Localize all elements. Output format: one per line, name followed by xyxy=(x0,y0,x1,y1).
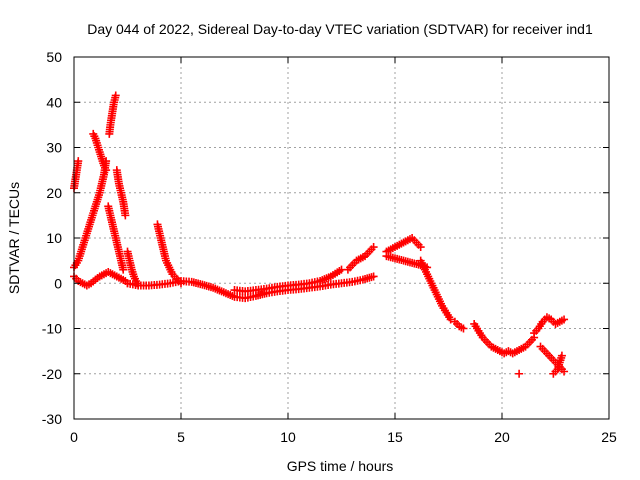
y-tick-label: 50 xyxy=(46,49,62,65)
data-point xyxy=(560,367,569,376)
chart-title: Day 044 of 2022, Sidereal Day-to-day VTE… xyxy=(87,21,593,37)
data-point xyxy=(177,279,185,288)
data-point xyxy=(111,91,120,100)
x-axis-label: GPS time / hours xyxy=(287,458,394,474)
y-tick-label: 20 xyxy=(46,185,62,201)
data-point xyxy=(74,157,83,166)
x-tick-label: 20 xyxy=(494,429,510,445)
axis-ticks: 0 5 10 15 20 25 -30 -20 -10 0 10 20 30 40 50 xyxy=(42,49,617,445)
data-point xyxy=(515,369,524,378)
data-point xyxy=(557,351,566,360)
data-point xyxy=(369,243,378,252)
data-point xyxy=(119,265,128,274)
x-tick-label: 0 xyxy=(70,429,78,445)
y-tick-label: 30 xyxy=(46,140,62,156)
x-tick-label: 15 xyxy=(387,429,403,445)
y-tick-label: -30 xyxy=(42,411,62,427)
data-points xyxy=(70,91,569,378)
data-point xyxy=(416,243,425,252)
data-point xyxy=(369,272,378,281)
x-tick-label: 10 xyxy=(280,429,296,445)
data-point xyxy=(560,315,569,324)
y-tick-label: 0 xyxy=(54,275,62,291)
y-tick-label: 40 xyxy=(46,94,62,110)
x-tick-label: 5 xyxy=(177,429,185,445)
y-axis-label: SDTVAR / TECUs xyxy=(6,182,22,294)
y-tick-label: 10 xyxy=(46,230,62,246)
x-tick-label: 25 xyxy=(601,429,617,445)
data-point xyxy=(459,324,468,333)
y-tick-label: -10 xyxy=(42,321,62,337)
data-point xyxy=(446,315,455,324)
data-point xyxy=(102,166,111,175)
data-point xyxy=(121,211,130,220)
y-tick-label: -20 xyxy=(42,366,62,382)
